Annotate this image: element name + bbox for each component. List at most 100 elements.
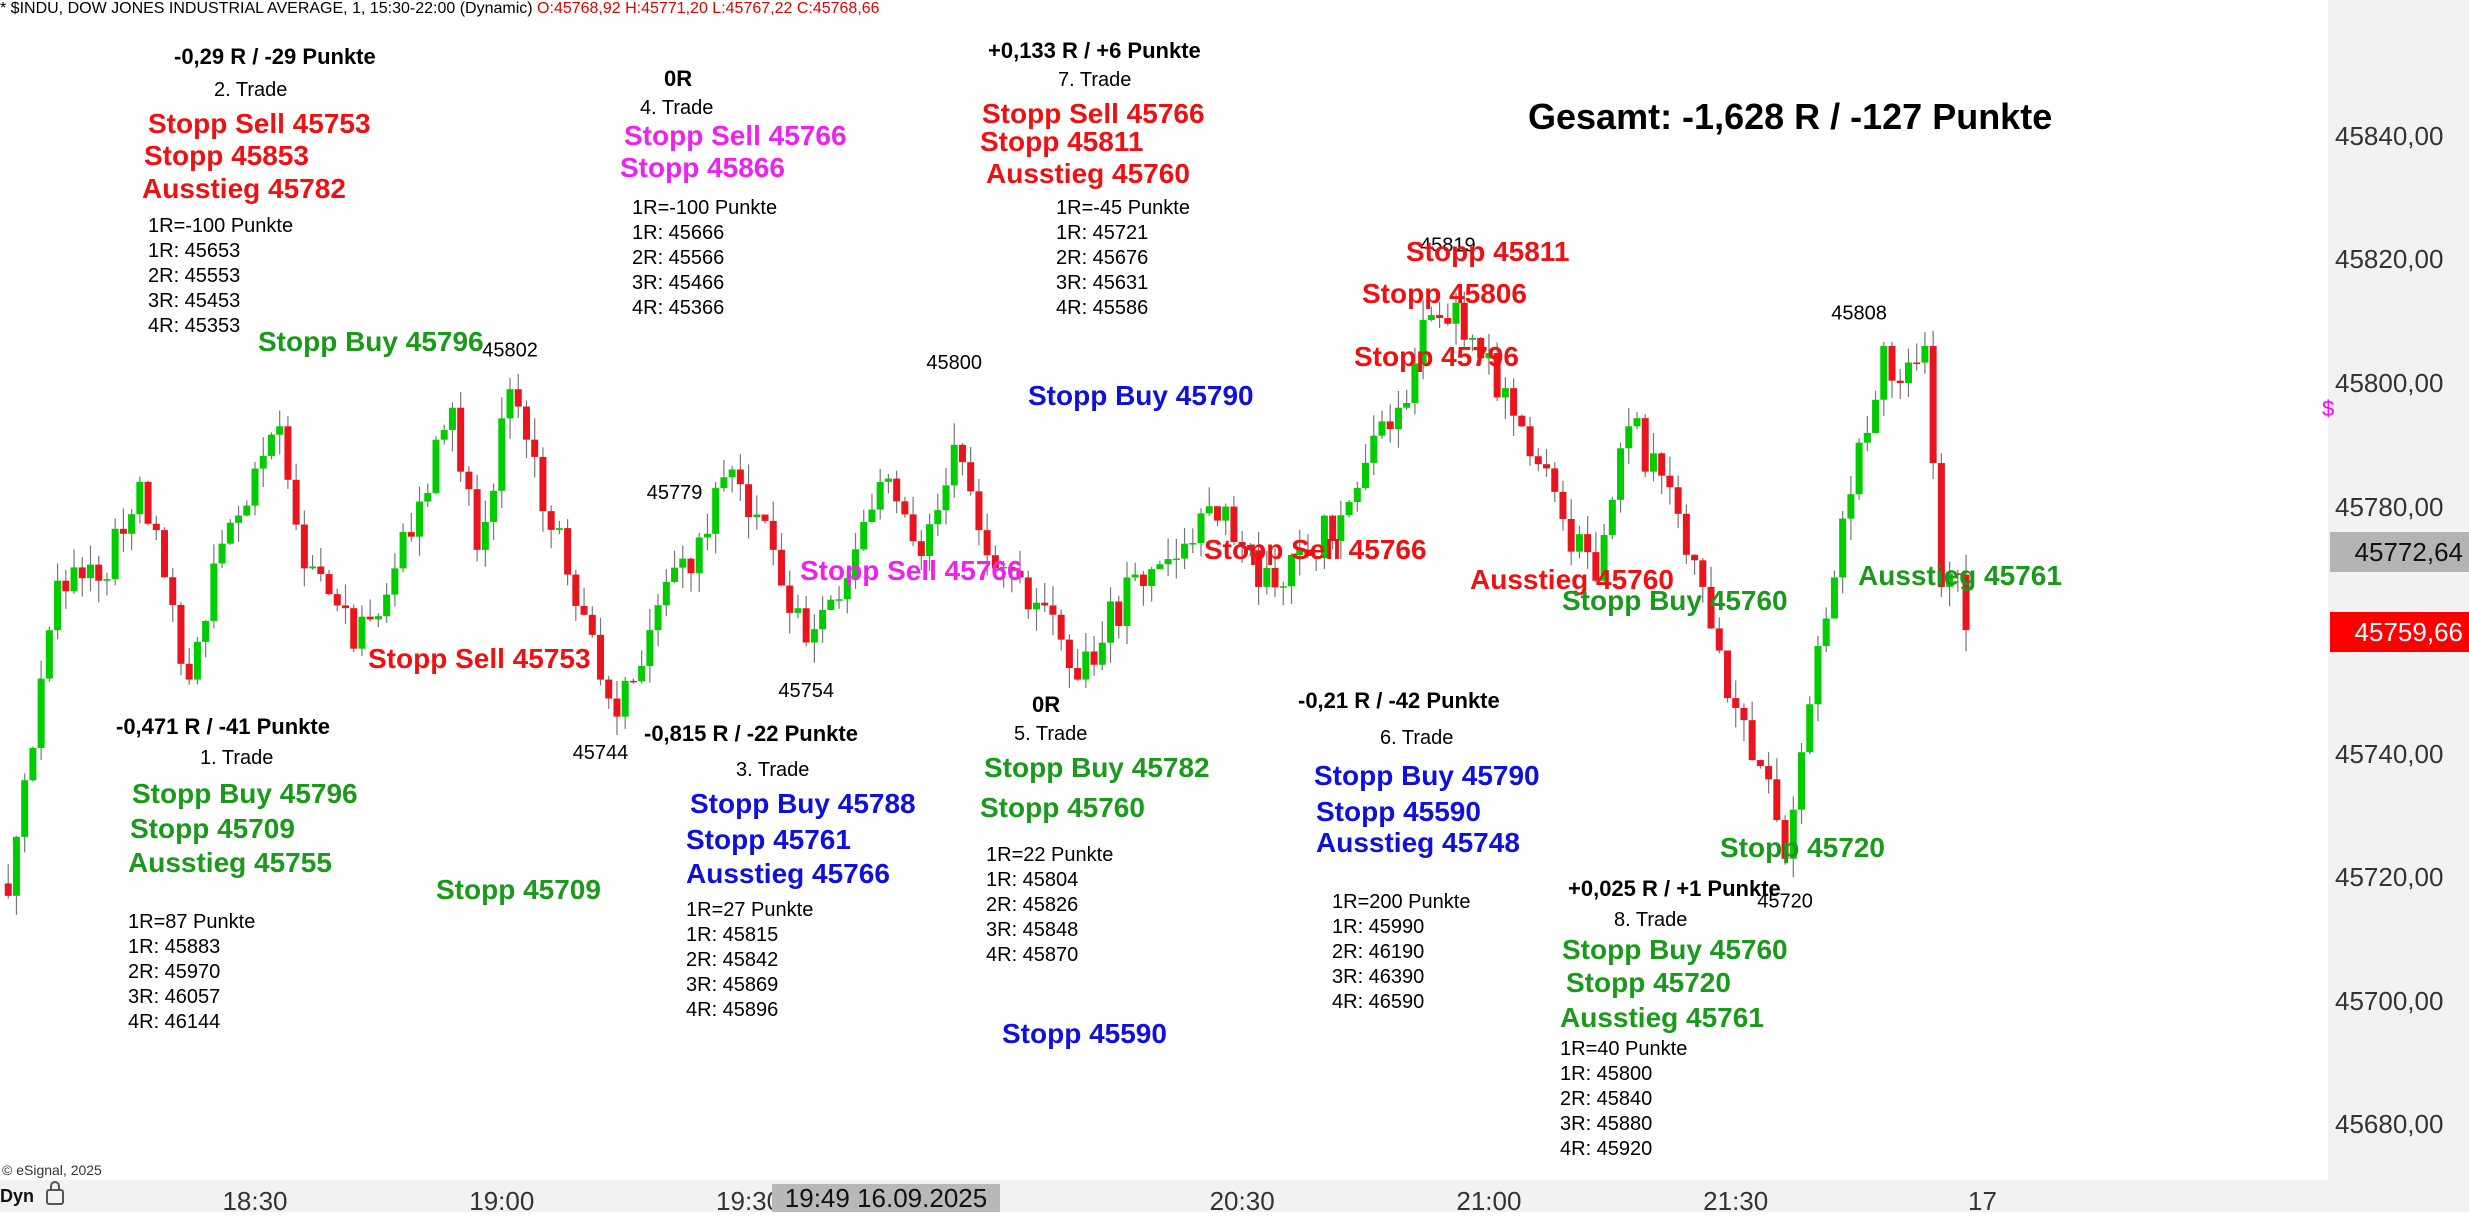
candle-body [1370,435,1378,463]
r-level-line: 1R=-100 Punkte [148,215,294,237]
candle-body [1427,315,1435,320]
candle-body [1584,534,1592,553]
candle-body [210,563,218,621]
candle-body [1032,602,1040,610]
candle-body [119,528,127,534]
r-level-line: 3R: 46057 [128,986,221,1008]
candle-body [440,430,448,440]
candle-body [1444,318,1452,324]
candle-body [1888,345,1896,381]
time-axis-panel[interactable] [0,1180,2469,1212]
candle-body [679,558,687,568]
r-level-line: 3R: 45880 [1560,1113,1653,1135]
x-tick-label: 19:30 [716,1186,782,1216]
candle-body [111,528,119,580]
candle-body [580,605,588,615]
r-level-line: 4R: 45896 [686,999,779,1021]
candle-body [1057,614,1065,640]
y-tick-label: 45840,00 [2335,120,2444,151]
r-level-line: 2R: 45842 [686,949,779,971]
candle-body [983,530,991,556]
r-level-line: 1R: 45800 [1560,1063,1653,1085]
candle-body [1090,651,1098,665]
candle-body [1617,448,1625,500]
candle-body [1567,518,1575,552]
candle-body [1065,639,1073,669]
candle-body [720,477,728,489]
candle-body [1534,456,1542,465]
candle-body [1682,513,1690,555]
r-level-line: 1R=22 Punkte [986,844,1114,866]
candle-body [827,599,835,610]
candle-body [1913,362,1921,365]
candle-body [29,747,37,781]
candle-body [1024,577,1032,610]
trade-annotation: Stopp Sell 45766 [982,98,1205,129]
trade-annotation: Stopp 45853 [144,140,309,171]
candle-body [70,567,78,592]
candle-body [1789,809,1797,859]
trade-annotation: 1. Trade [200,747,274,769]
last-price-tag: 45759,66 [2330,612,2469,653]
candle-body [1131,574,1139,578]
r-level-line: 1R: 45653 [148,240,241,262]
candle-body [341,605,349,609]
dyn-label[interactable]: Dyn [0,1186,35,1206]
candle-body [761,514,769,521]
candle-body [671,567,679,582]
candle-body [629,680,637,683]
candle-body [1016,570,1024,578]
candle-body [169,577,177,605]
candlestick-chart[interactable]: 45802 45779 45744 45754 45800 45819 45808 45720 [0,0,2328,1180]
r-levels-block: 1R=-100 Punkte 1R: 45653 2R: 45553 3R: 4545… [148,214,293,339]
candle-body [1082,651,1090,680]
extremum-label: 45800 [926,352,982,374]
x-tick-label: 21:00 [1456,1186,1522,1216]
candle-body [926,524,934,557]
y-tick-label: 45700,00 [2335,985,2444,1016]
candle-body [1937,463,1945,587]
trade-annotation: Stopp 45709 [130,813,295,844]
r-level-line: 3R: 46390 [1332,966,1425,988]
trade-annotation: Stopp 45811 [980,126,1144,157]
candle-body [958,444,966,463]
candle-body [736,469,744,485]
candle-body [1830,577,1838,619]
r-level-line: 1R=87 Punkte [128,911,256,933]
candle-body [1107,601,1115,643]
candle-body [1822,618,1830,647]
candle-body [687,558,695,574]
price-axis-panel[interactable] [2328,0,2469,1180]
candle-body [1806,704,1814,753]
candle-body [490,490,498,523]
trade-annotation: Stopp Sell 45753 [148,108,371,139]
r-levels-block: 1R=-100 Punkte 1R: 45666 2R: 45566 3R: 4546… [632,196,777,321]
candle-body [884,478,892,482]
candle-body [37,678,45,748]
candle-body [1707,586,1715,629]
candle-body [243,505,251,516]
candle-body [1896,380,1904,384]
candle-body [267,434,275,456]
lock-icon[interactable] [46,1181,64,1205]
r-levels-block: 1R=87 Punkte 1R: 45883 2R: 45970 3R: 46057 4… [128,910,255,1035]
candle-body [1880,345,1888,400]
candle-body [1189,543,1197,545]
candle-body [152,523,160,531]
candle-body [1608,499,1616,535]
candle-body [1592,552,1600,581]
candle-body [1411,363,1419,403]
candle-body [712,488,720,534]
candle-body [1510,388,1518,416]
cursor-time-label: 19:49 16.09.2025 [772,1184,1000,1212]
candle-body [1238,541,1246,545]
r-level-line: 3R: 45466 [632,272,725,294]
trade-annotation: Ausstieg 45760 [986,158,1190,189]
trade-annotation: Stopp Buy 45790 [1314,760,1540,791]
candle-body [1115,601,1123,627]
r-levels-block: 1R=200 Punkte 1R: 45990 2R: 46190 3R: 46390… [1332,890,1470,1015]
candle-body [21,780,29,837]
trade-annotation: Stopp Buy 45760 [1562,934,1788,965]
candle-body [1436,315,1444,319]
candle-body [876,481,884,510]
